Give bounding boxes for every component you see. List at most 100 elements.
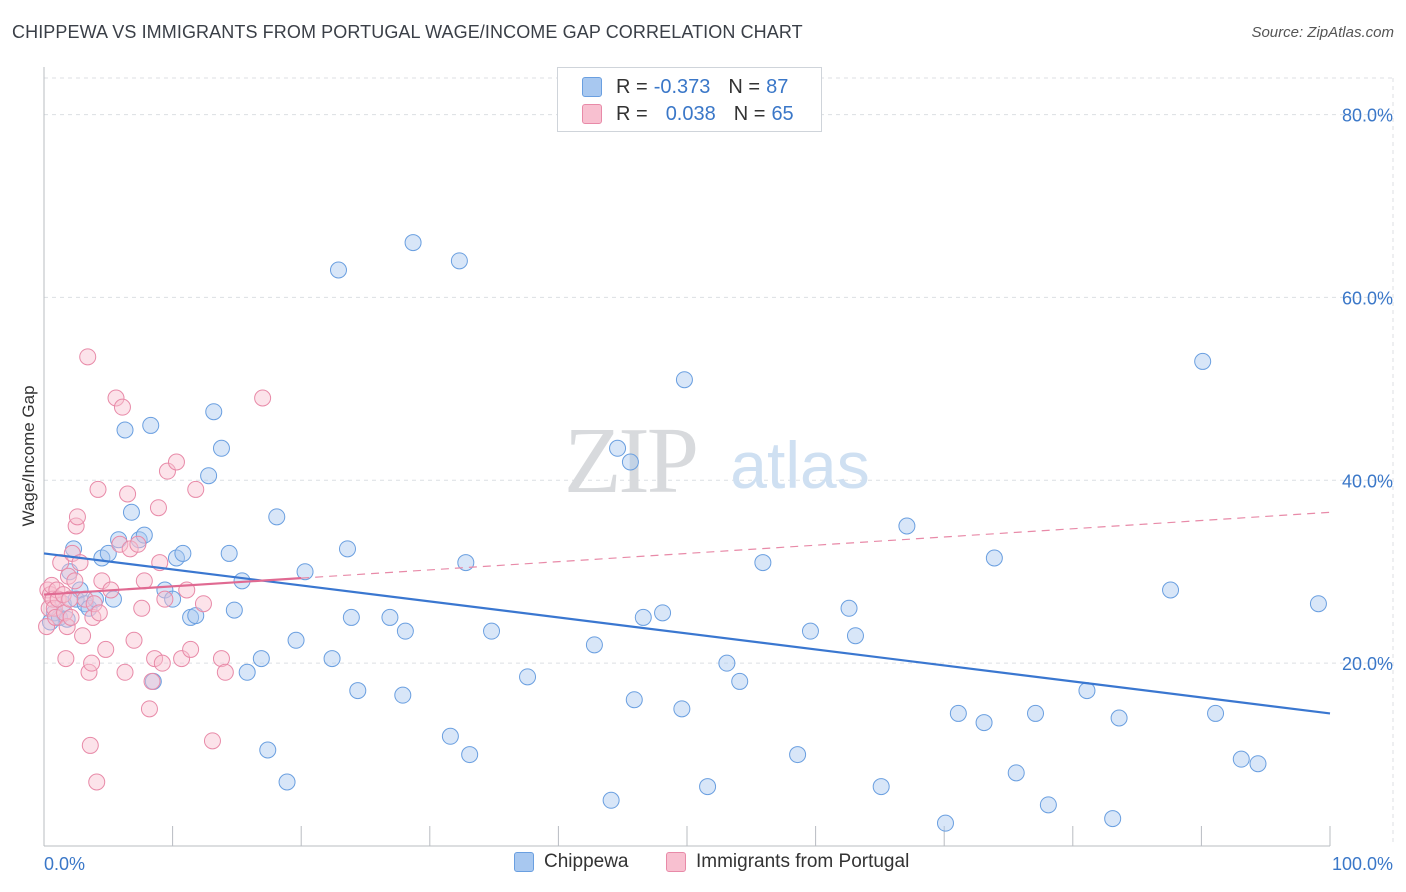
point-chippewa (975, 714, 993, 732)
point-chippewa (404, 234, 422, 252)
point-chippewa (122, 503, 140, 521)
point-portugal (153, 654, 171, 672)
point-chippewa (142, 416, 160, 434)
point-portugal (216, 663, 234, 681)
point-portugal (49, 590, 67, 608)
point-portugal (111, 535, 129, 553)
point-portugal (173, 650, 191, 668)
point-chippewa (323, 650, 341, 668)
point-chippewa (396, 622, 414, 640)
x-tick-label-min: 0.0% (44, 854, 85, 874)
legend-r-value: 0.038 (665, 102, 716, 125)
point-chippewa (342, 608, 360, 626)
point-chippewa (872, 778, 890, 796)
point-portugal (113, 398, 131, 416)
point-chippewa (1309, 595, 1327, 613)
legend-n-value: 87 (766, 75, 789, 98)
point-portugal (149, 499, 167, 517)
point-portugal (83, 654, 101, 672)
point-chippewa (1104, 810, 1122, 828)
point-chippewa (585, 636, 603, 654)
point-chippewa (1007, 764, 1025, 782)
trend-line-chippewa (43, 552, 1331, 715)
point-chippewa (634, 608, 652, 626)
point-portugal (88, 773, 106, 791)
point-chippewa (675, 371, 693, 389)
x-tick-label-max: 100.0% (1332, 854, 1393, 874)
point-chippewa (220, 544, 238, 562)
point-chippewa (621, 453, 639, 471)
bottom-legend-label-chippewa: Chippewa (544, 851, 629, 872)
watermark: ZIP atlas (564, 409, 870, 513)
point-portugal (116, 663, 134, 681)
point-portugal (38, 618, 56, 636)
point-portugal (167, 453, 185, 471)
point-portugal (97, 640, 115, 658)
point-chippewa (1039, 796, 1057, 814)
point-chippewa (329, 261, 347, 279)
point-portugal (203, 732, 221, 750)
point-chippewa (80, 599, 98, 617)
point-portugal (90, 604, 108, 622)
point-chippewa (296, 563, 314, 581)
legend-n-label: N = (733, 102, 766, 125)
point-chippewa (116, 421, 134, 439)
point-chippewa (187, 607, 205, 625)
point-portugal (58, 618, 76, 636)
point-portugal (140, 700, 158, 718)
point-portugal (67, 517, 85, 535)
bottom-legend-swatch-chippewa (514, 852, 534, 872)
point-chippewa (238, 663, 256, 681)
point-portugal (125, 631, 143, 649)
point-chippewa (212, 439, 230, 457)
point-portugal (119, 485, 137, 503)
chart-title: CHIPPEWA VS IMMIGRANTS FROM PORTUGAL WAG… (12, 22, 803, 42)
point-portugal (57, 650, 75, 668)
point-portugal (45, 599, 63, 617)
point-chippewa (609, 439, 627, 457)
point-chippewa (673, 700, 691, 718)
legend-row-chippewa: R = -0.373 N = 87 (582, 74, 788, 100)
point-portugal (187, 480, 205, 498)
point-chippewa (846, 627, 864, 645)
watermark-atlas: atlas (730, 428, 869, 502)
trend-line-portugal (43, 577, 302, 596)
point-portugal (79, 348, 97, 366)
point-chippewa (287, 631, 305, 649)
bottom-legend-swatch-portugal (666, 852, 686, 872)
trend-lines (43, 511, 1331, 715)
point-chippewa (1162, 581, 1180, 599)
legend-row-portugal: R = 0.038 N = 65 (582, 101, 794, 127)
point-chippewa (840, 599, 858, 617)
gridlines (44, 77, 1395, 846)
point-chippewa (252, 650, 270, 668)
point-chippewa (278, 773, 296, 791)
axes (43, 67, 1331, 847)
point-chippewa (625, 691, 643, 709)
point-chippewa (394, 686, 412, 704)
point-chippewa (936, 814, 954, 832)
correlation-legend: R = -0.373 N = 87 R = 0.038 N = 65 (557, 67, 822, 132)
point-portugal (254, 389, 272, 407)
point-portugal (81, 736, 99, 754)
trend-line-portugal-extension (301, 511, 1331, 579)
legend-swatch-chippewa (582, 77, 602, 97)
point-chippewa (135, 526, 153, 544)
point-chippewa (349, 682, 367, 700)
point-chippewa (1249, 755, 1267, 773)
point-portugal (68, 508, 86, 526)
point-chippewa (268, 508, 286, 526)
point-chippewa (441, 727, 459, 745)
point-portugal (156, 590, 174, 608)
point-portugal (66, 572, 84, 590)
point-chippewa (450, 252, 468, 270)
point-portugal (62, 608, 80, 626)
point-chippewa (1027, 704, 1045, 722)
point-portugal (61, 590, 79, 608)
point-chippewa (259, 741, 277, 759)
point-portugal (40, 599, 58, 617)
watermark-zip: ZIP (564, 409, 696, 513)
point-chippewa (205, 403, 223, 421)
legend-swatch-portugal (582, 104, 602, 124)
legend-r-label: R = (616, 102, 648, 125)
